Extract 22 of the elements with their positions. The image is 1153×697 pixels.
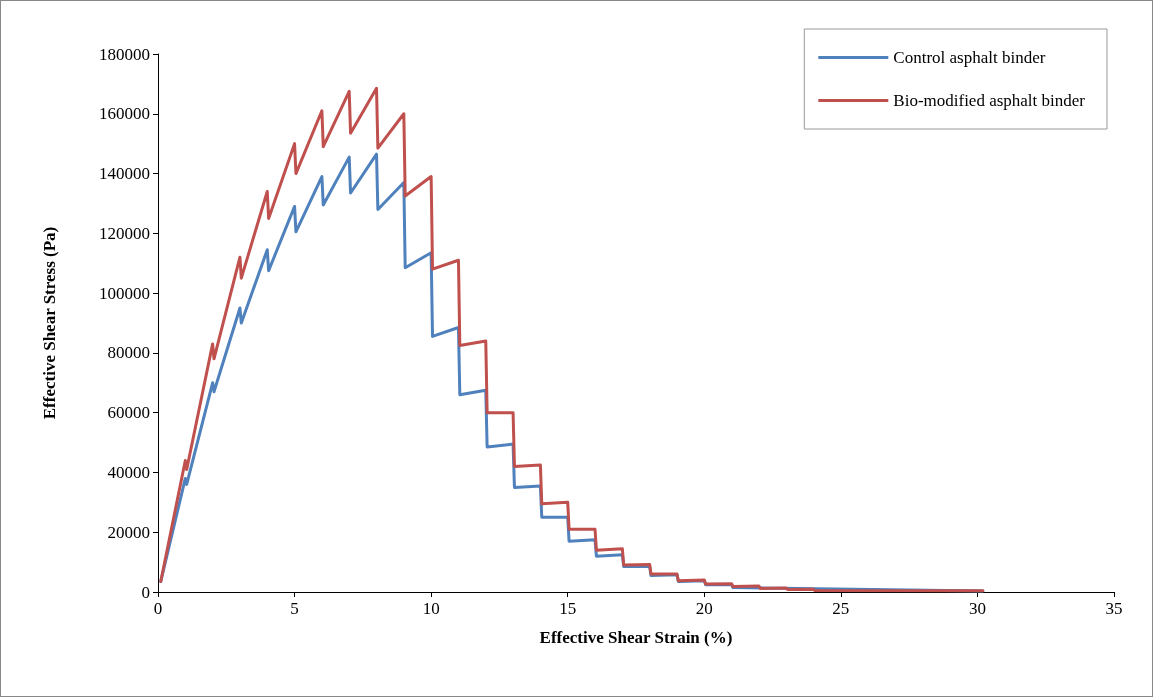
y-tick-label: 140000 bbox=[99, 164, 150, 184]
x-tick-label: 10 bbox=[422, 599, 440, 618]
x-tick-label: 20 bbox=[695, 599, 713, 618]
x-tick-label: 15 bbox=[559, 599, 577, 618]
legend-label: Control asphalt binder bbox=[893, 48, 1046, 67]
x-tick-label: 5 bbox=[290, 599, 299, 618]
y-tick-label: 40000 bbox=[107, 462, 150, 482]
y-tick-label: 120000 bbox=[99, 223, 150, 243]
x-tick-label: 35 bbox=[1105, 599, 1123, 618]
x-tick-label: 0 bbox=[153, 599, 163, 618]
y-tick-label: 60000 bbox=[107, 403, 150, 423]
legend-label: Bio-modified asphalt binder bbox=[893, 91, 1086, 110]
y-tick-label: 80000 bbox=[107, 343, 150, 363]
x-tick-label: 25 bbox=[832, 599, 850, 618]
y-tick-label: 100000 bbox=[99, 283, 150, 303]
y-axis-title: Effective Shear Stress (Pa) bbox=[40, 226, 59, 420]
y-tick-label: 20000 bbox=[107, 522, 150, 542]
y-tick-label: 160000 bbox=[99, 104, 150, 124]
x-axis-title: Effective Shear Strain (%) bbox=[539, 628, 733, 647]
x-tick-label: 30 bbox=[968, 599, 986, 618]
y-tick-label: 180000 bbox=[99, 44, 150, 64]
y-tick-label: 0 bbox=[141, 582, 150, 602]
